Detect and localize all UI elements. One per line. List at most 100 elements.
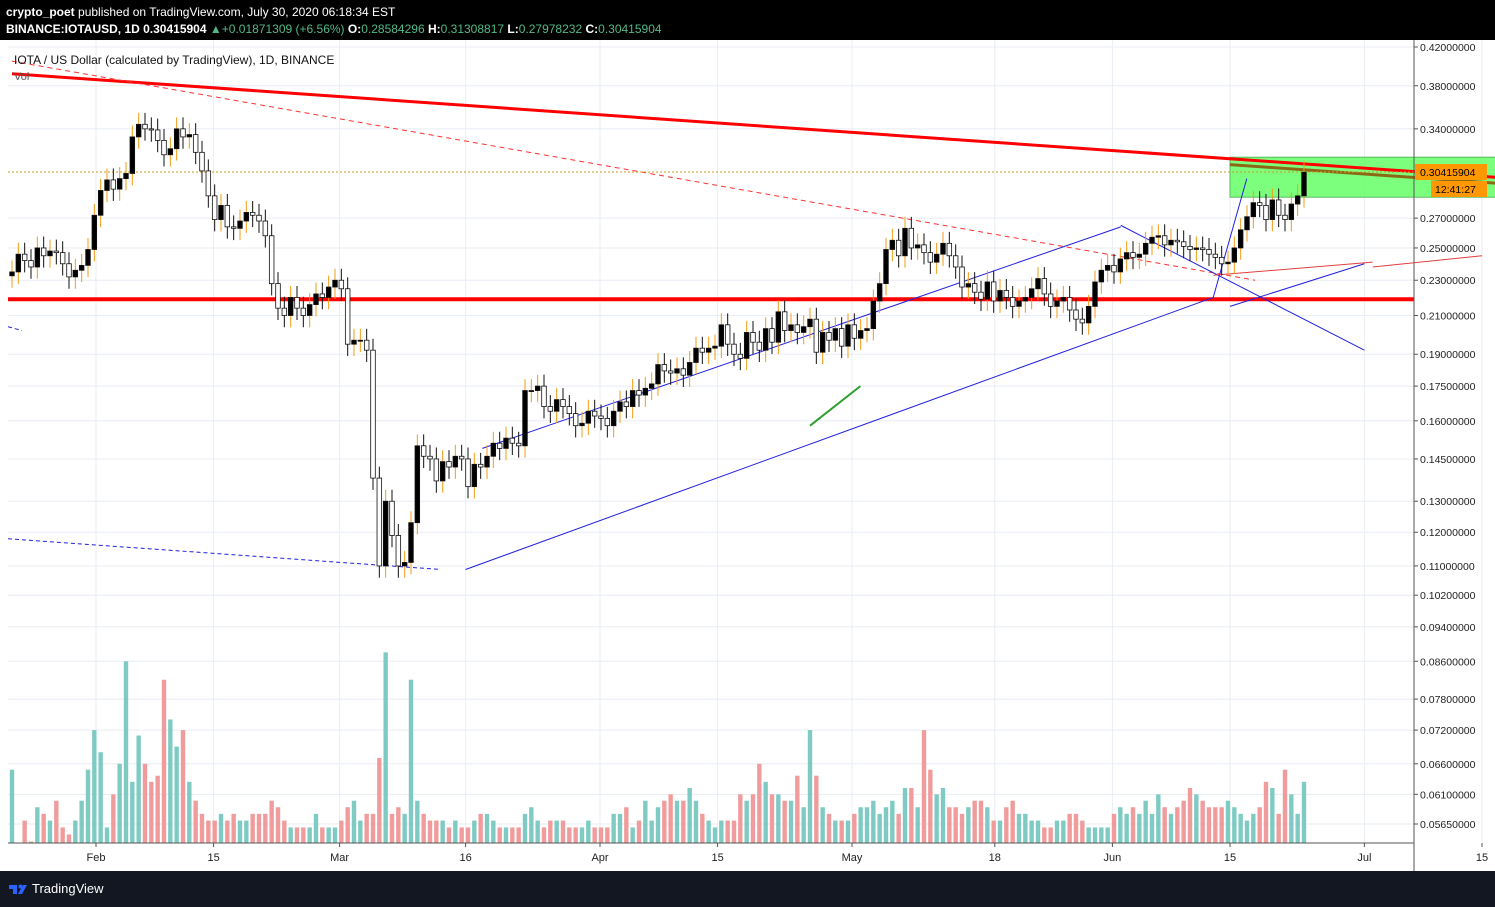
author-name[interactable]: crypto_poet [6,5,75,19]
volume-bar [79,800,84,843]
candle-body [439,461,446,482]
price-tick-label: 0.25000000 [1420,243,1476,255]
volume-bar [966,807,971,843]
candle-body [921,244,927,254]
plot-area [8,40,1414,843]
volume-bar [351,800,357,843]
volume-bar [377,757,382,843]
candle-body [883,249,889,285]
price-tick-label: 0.11000000 [1420,561,1475,573]
candle-body [743,332,750,359]
low-value: 0.27978232 [518,22,583,36]
time-tick-label: May [842,852,863,864]
time-tick-label: 16 [459,852,471,864]
candle-body [674,368,680,374]
candle-body [566,406,573,415]
candle-body [325,286,332,298]
volume-bar [1282,769,1288,843]
candle-body [997,290,1003,302]
candle-body [1269,199,1276,220]
volume-bar [1016,813,1022,843]
volume-bar [98,752,103,843]
volume-bar [484,813,490,843]
chart-grid [8,40,1483,843]
tradingview-logo-icon [9,884,27,894]
candle-body [363,339,370,351]
candle-body [452,455,459,468]
candle-body [154,129,161,141]
volume-bar [472,820,477,843]
time-axis[interactable]: Feb15Mar16Apr15May18Jun15Jul15Aug17Sep15 [8,842,1495,864]
candle-body [408,522,414,563]
price-axis[interactable]: 0.42000000 0.38000000 0.34000000 0.27000000… [1413,40,1487,871]
candle-body [1035,278,1041,290]
candle-body [680,368,687,376]
volume-bar [624,807,629,843]
candle-body [401,562,408,567]
red-rising-line [1213,261,1373,276]
candle-body [34,247,41,268]
candle-body [275,283,281,309]
volume-bar [1257,807,1262,843]
volume-bar [383,652,388,843]
open-value: 0.28584296 [361,22,425,36]
volume-bar [427,820,433,843]
candle-body [1174,239,1181,243]
volume-bar [643,800,648,843]
candle-body [990,281,997,302]
blue-dash-left [7,326,23,332]
volume-bar [535,820,540,843]
countdown-text: 12:41:27 [1435,184,1476,196]
candle-body [211,195,218,220]
volume-bar [294,827,300,843]
volume-bar [592,827,597,843]
volume-bar [275,807,281,843]
candle-body [306,304,313,316]
price-tick-label: 0.05650000 [1420,819,1476,831]
blue-dashed-support [7,538,441,570]
price-tick-label: 0.16000000 [1420,416,1476,428]
candle-body [617,401,623,412]
volume-bar [826,813,832,843]
volume-bar [269,800,274,843]
volume-bar [326,827,331,843]
candle-body [458,455,465,460]
candle-body [794,324,801,333]
candle-body [604,417,611,427]
candle-body [1047,293,1054,307]
volume-bar [833,820,838,843]
candle-body [509,437,516,444]
candle-body [1073,309,1079,320]
candle-body [471,463,478,488]
candle-body [610,410,617,427]
volume-bar [630,827,635,843]
volume-bar [149,781,154,843]
volume-bar [896,813,901,843]
candle-body [135,123,142,138]
candle-body [1225,261,1231,265]
volume-bar [617,813,623,843]
price-tick-label: 0.34000000 [1420,124,1476,136]
candle-body [655,364,661,385]
price-change: +0.01871309 (+6.56%) [221,22,345,36]
volume-bar [921,730,927,843]
red-rising-line-2 [1372,255,1483,268]
candle-body [1294,195,1301,205]
volume-bars [9,652,1307,843]
candle-body [1028,288,1035,298]
candle-body [129,136,136,174]
volume-bar [978,800,984,843]
volume-bar [1023,813,1028,843]
candle-body [395,535,402,567]
price-chart[interactable]: 0.42000000 0.38000000 0.34000000 0.27000000… [0,40,1495,871]
volume-bar [719,820,724,843]
resistance-trendline [11,72,1495,179]
price-tick-label: 0.23000000 [1420,275,1476,287]
low-label: L: [507,22,519,36]
volume-bar [605,827,610,843]
candle-body [648,383,655,389]
volume-bar [1162,807,1167,843]
volume-bar [28,841,34,843]
candle-body [28,260,34,268]
footer-brand[interactable]: TradingView [32,881,104,896]
